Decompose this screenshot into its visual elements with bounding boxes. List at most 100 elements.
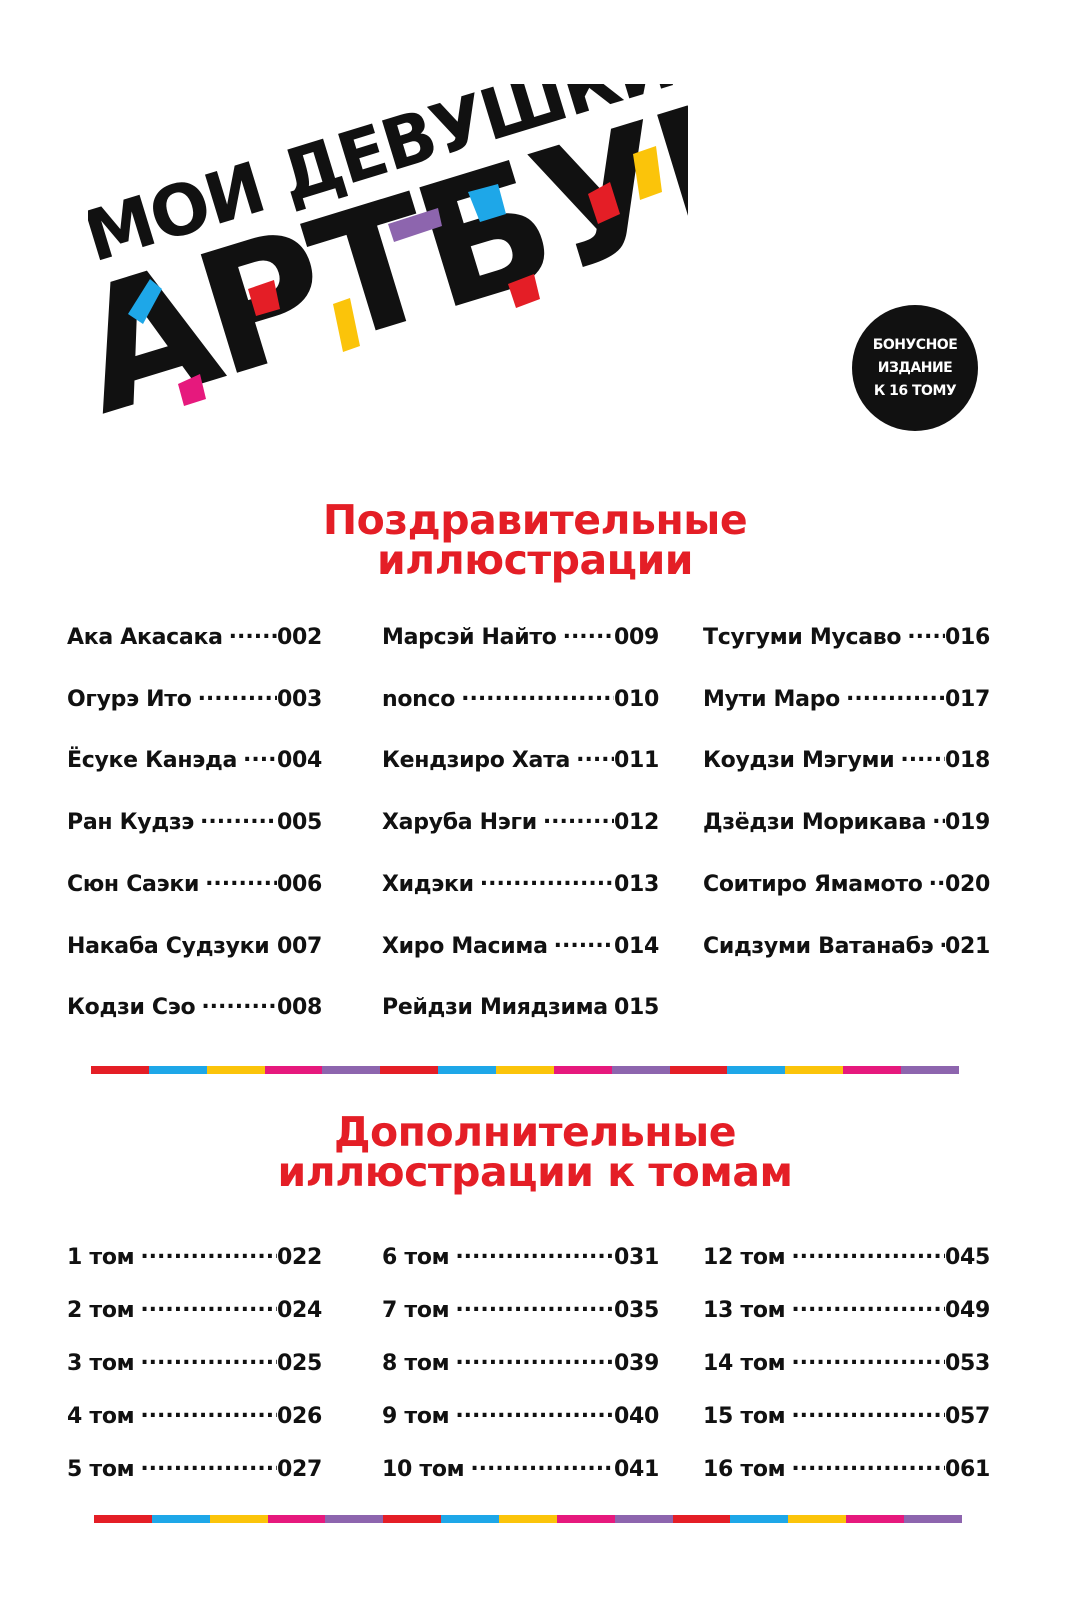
toc-dot-leader	[939, 931, 945, 953]
toc-entry-page: 039	[613, 1351, 659, 1376]
toc-entry: 6 том 031	[382, 1242, 659, 1270]
toc-entry-name: Накаба Судзуки	[67, 933, 270, 959]
toc-entry: Хидэки 013	[382, 869, 659, 897]
toc-entry-page: 022	[276, 1245, 322, 1270]
toc-dot-leader	[140, 1348, 277, 1370]
toc-entry-name: Марсэй Найто	[382, 625, 557, 650]
toc-entry-name: 13 том	[703, 1298, 786, 1323]
stripe-segment	[91, 1066, 149, 1074]
toc-entry: Огурэ Ито 003	[67, 684, 322, 712]
toc-entry-page: 041	[613, 1457, 659, 1482]
toc-entry-name: 8 том	[382, 1351, 450, 1376]
stripe-segment	[151, 1515, 210, 1523]
toc-entry: Кендзиро Хата 011	[382, 745, 659, 773]
toc-entry: 12 том 045	[703, 1242, 990, 1270]
toc-entry-name: 1 том	[67, 1245, 135, 1270]
toc-dot-leader	[543, 807, 614, 829]
toc-entry-page: 017	[944, 686, 990, 712]
toc-entry-name: 2 том	[67, 1298, 135, 1323]
toc-dot-leader	[907, 622, 945, 644]
color-stripe-bottom	[94, 1515, 962, 1523]
badge-line-1: БОНУСНОЕ	[872, 336, 958, 353]
toc-entry-page: 053	[944, 1351, 990, 1376]
toc-entry: Мути Маро 017	[703, 684, 990, 712]
toc-entry-page: 021	[944, 933, 990, 959]
toc-entry-name: 6 том	[382, 1245, 450, 1270]
toc-entry-name: 15 том	[703, 1404, 786, 1429]
stripe-segment	[904, 1515, 962, 1523]
stripe-segment	[380, 1066, 439, 1074]
stripe-segment	[264, 1066, 323, 1074]
toc-entry-page: 024	[276, 1298, 322, 1323]
accent-red-p	[248, 280, 280, 316]
section-1-heading: Поздравительные иллюстрации	[0, 500, 1070, 584]
toc-dot-leader	[455, 1295, 614, 1317]
stripe-segment	[383, 1515, 442, 1523]
toc-entry-name: Соитиро Ямамото	[703, 871, 923, 897]
toc-dot-leader	[201, 992, 277, 1014]
toc-entry-page: 004	[276, 748, 322, 774]
toc-entry-page: 027	[276, 1457, 322, 1482]
toc-entry: 5 том 027	[67, 1454, 322, 1482]
section-1-title-line-2: иллюстрации	[376, 536, 694, 584]
toc-entry: Кодзи Сэо 008	[67, 992, 322, 1020]
accent-red-k	[588, 182, 620, 224]
toc-entry-name: Тсугуми Мусаво	[703, 625, 902, 650]
stripe-segment	[148, 1066, 207, 1074]
toc-entry-page: 012	[613, 810, 659, 836]
toc-entry-name: Ёсуке Канэда	[67, 748, 238, 774]
toc-dot-leader	[929, 869, 945, 891]
section-2-title-line-1: Дополнительные	[334, 1108, 737, 1156]
toc-entry: Соитиро Ямамото 020	[703, 869, 990, 897]
toc-dot-leader	[140, 1295, 277, 1317]
toc-dot-leader	[140, 1454, 277, 1476]
toc-entry: 3 том 025	[67, 1348, 322, 1376]
toc-entry: 13 том 049	[703, 1295, 990, 1323]
toc-entry-name: nonco	[382, 686, 456, 712]
accent-purple-b	[388, 208, 442, 242]
toc-dot-leader	[275, 931, 277, 953]
toc-entry-page: 040	[613, 1404, 659, 1429]
toc-entry: 7 том 035	[382, 1295, 659, 1323]
toc-entry: 8 том 039	[382, 1348, 659, 1376]
toc-entry-name: Кендзиро Хата	[382, 748, 571, 774]
toc-entry-name: Ака Акасака	[67, 625, 223, 650]
toc-entry-page: 019	[944, 810, 990, 836]
toc-entry: 2 том 024	[67, 1295, 322, 1323]
toc-dot-leader	[576, 745, 614, 767]
stripe-segment	[846, 1515, 905, 1523]
accent-pink-a	[178, 374, 206, 406]
toc-entry-name: Кодзи Сэо	[67, 995, 196, 1021]
toc-entry: 9 том 040	[382, 1401, 659, 1429]
stripe-segment	[553, 1066, 612, 1074]
toc-entry: Рейдзи Миядзима015	[382, 992, 659, 1020]
accent-blue-a	[128, 279, 162, 324]
toc-entry-page: 005	[276, 810, 322, 836]
section-2-title-line-2: иллюстрации к томам	[277, 1148, 793, 1196]
toc-entry-name: Мути Маро	[703, 686, 840, 712]
stripe-segment	[94, 1515, 152, 1523]
toc-entry-name: Сидзуми Ватанабэ	[703, 933, 934, 959]
toc-entry: Марсэй Найто 009	[382, 622, 659, 650]
toc-entry: Хиро Масима 014	[382, 931, 659, 959]
stripe-segment	[496, 1066, 554, 1074]
stripe-segment	[206, 1066, 265, 1074]
toc-dot-leader	[480, 869, 614, 891]
toc-entry-page: 013	[613, 871, 659, 897]
toc-entry-page: 010	[613, 686, 659, 712]
stripe-segment	[901, 1066, 959, 1074]
toc-entry-page: 015	[613, 995, 659, 1021]
toc-entry-name: 12 том	[703, 1245, 786, 1270]
accent-yellow-t	[333, 298, 360, 352]
toc-entry-name: 10 том	[382, 1457, 465, 1482]
toc-entry-page: 014	[613, 933, 659, 959]
accent-yellow-k	[633, 146, 662, 200]
toc-entry-name: 9 том	[382, 1404, 450, 1429]
toc-dot-leader	[455, 1242, 614, 1264]
stripe-segment	[672, 1515, 731, 1523]
toc-entry-page: 006	[276, 871, 322, 897]
toc-entry: Дзёдзи Морикава 019	[703, 807, 990, 835]
stripe-segment	[441, 1515, 500, 1523]
toc-entry: Ёсуке Канэда 004	[67, 745, 322, 773]
toc-entry-page: 011	[613, 748, 659, 774]
